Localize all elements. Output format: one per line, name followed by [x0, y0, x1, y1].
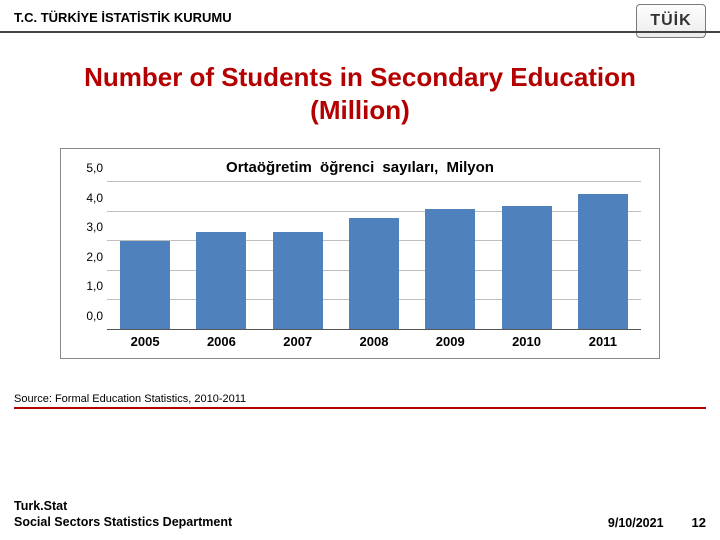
y-tick-label: 3,0: [86, 220, 103, 234]
x-tick-label: 2009: [418, 334, 482, 349]
x-tick-label: 2008: [342, 334, 406, 349]
bar-slot: [571, 182, 635, 330]
bar-slot: [418, 182, 482, 330]
x-tick-label: 2006: [189, 334, 253, 349]
footer-org: Turk.Stat Social Sectors Statistics Depa…: [14, 498, 232, 531]
y-tick-label: 4,0: [86, 191, 103, 205]
source-text: Source: Formal Education Statistics, 201…: [14, 393, 706, 405]
footer: Turk.Stat Social Sectors Statistics Depa…: [14, 498, 706, 531]
bar: [425, 209, 475, 330]
header-divider: [0, 31, 720, 33]
plot-area: [107, 182, 641, 330]
x-axis: 2005 2006 2007 2008 2009 2010 2011: [107, 330, 641, 352]
footer-org-line1: Turk.Stat: [14, 498, 232, 514]
bar: [196, 232, 246, 330]
x-tick-label: 2010: [495, 334, 559, 349]
x-tick-label: 2005: [113, 334, 177, 349]
institution-name: T.C. TÜRKİYE İSTATİSTİK KURUMU: [14, 10, 706, 25]
y-tick-label: 1,0: [86, 279, 103, 293]
chart-container: Ortaöğretim öğrenci sayıları, Milyon 0,0…: [60, 148, 660, 359]
bar: [120, 241, 170, 330]
bar-chart: 0,01,02,03,04,05,0 200520062007200820092…: [107, 182, 641, 352]
bar: [502, 206, 552, 330]
page-title: Number of Students in Secondary Educatio…: [0, 61, 720, 126]
bar-slot: [266, 182, 330, 330]
footer-org-line2: Social Sectors Statistics Department: [14, 514, 232, 530]
slide: T.C. TÜRKİYE İSTATİSTİK KURUMU TÜİK Numb…: [0, 0, 720, 540]
page-number: 12: [692, 515, 706, 530]
bar-slot: [189, 182, 253, 330]
bar: [273, 232, 323, 330]
x-tick-label: 2007: [266, 334, 330, 349]
header: T.C. TÜRKİYE İSTATİSTİK KURUMU TÜİK: [0, 0, 720, 31]
footer-date: 9/10/2021: [608, 516, 664, 530]
chart-title: Ortaöğretim öğrenci sayıları, Milyon: [73, 159, 647, 176]
y-tick-label: 5,0: [86, 161, 103, 175]
bar-slot: [113, 182, 177, 330]
bar: [578, 194, 628, 330]
bar-slot: [342, 182, 406, 330]
bar: [349, 218, 399, 330]
footer-right: 9/10/2021 12: [608, 515, 706, 530]
bar-slot: [495, 182, 559, 330]
y-axis: 0,01,02,03,04,05,0: [73, 182, 103, 330]
x-tick-label: 2011: [571, 334, 635, 349]
footer-divider: [14, 407, 706, 409]
bars-group: [107, 182, 641, 330]
y-tick-label: 0,0: [86, 309, 103, 323]
y-tick-label: 2,0: [86, 250, 103, 264]
